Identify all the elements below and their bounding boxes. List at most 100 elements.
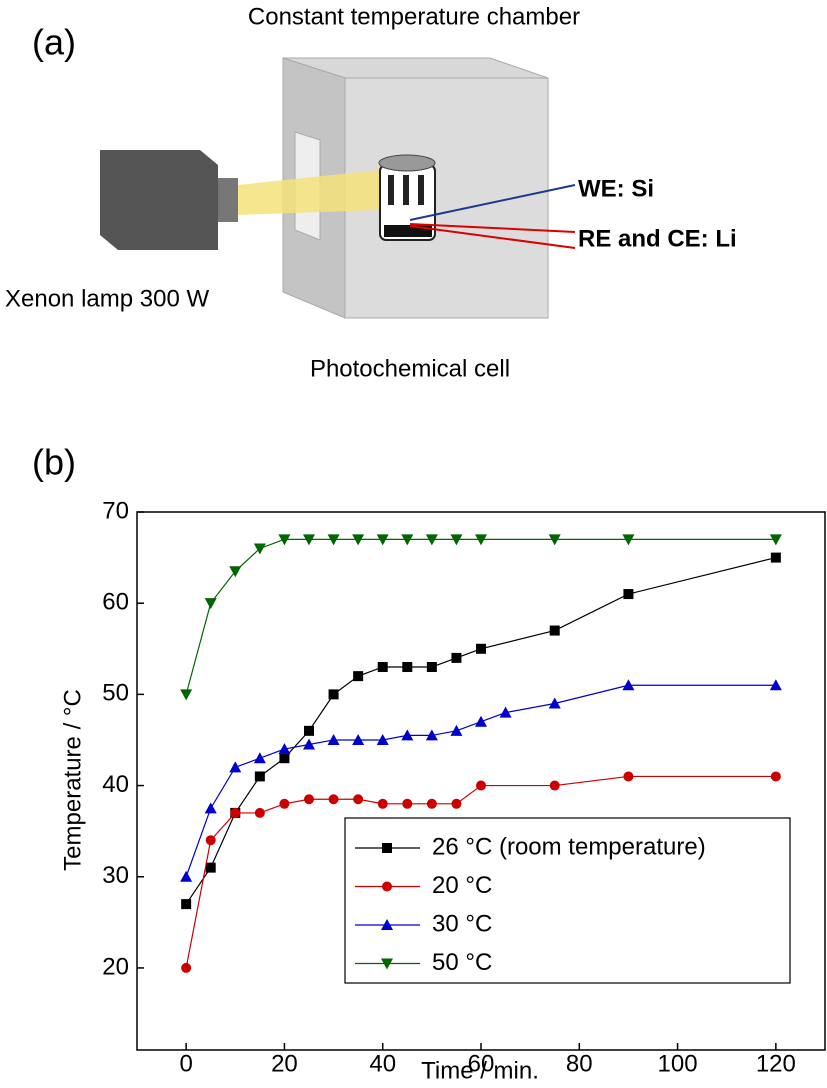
x-tick-label: 80	[566, 1050, 593, 1077]
marker	[205, 835, 216, 846]
marker	[279, 753, 290, 764]
marker	[401, 534, 414, 546]
series-line	[185, 538, 776, 695]
marker	[451, 798, 462, 809]
marker	[254, 807, 265, 818]
legend-label: 26 °C (room temperature)	[432, 833, 706, 860]
lamp-nozzle	[218, 178, 238, 222]
panel-label: (a)	[32, 22, 76, 63]
marker	[377, 662, 388, 673]
marker	[622, 534, 635, 546]
marker	[254, 771, 265, 782]
marker	[279, 798, 290, 809]
marker	[180, 689, 193, 701]
marker	[499, 706, 512, 718]
chamber-side	[344, 77, 549, 319]
y-tick-label: 50	[102, 680, 129, 707]
marker	[769, 679, 782, 691]
x-tick-label: 100	[658, 1050, 698, 1077]
legend-label: 30 °C	[432, 910, 492, 937]
x-tick-label: 0	[179, 1050, 192, 1077]
marker	[229, 761, 242, 773]
y-tick-label: 20	[102, 953, 129, 980]
marker	[230, 807, 241, 818]
marker	[353, 671, 364, 682]
marker	[180, 870, 193, 882]
marker	[476, 643, 486, 654]
marker	[304, 794, 314, 805]
chamber-label: Constant temperature chamber	[248, 3, 580, 30]
electrolyte	[384, 225, 432, 237]
marker	[253, 543, 266, 555]
diagram	[100, 57, 576, 319]
marker	[426, 662, 437, 673]
marker	[381, 958, 393, 970]
marker	[352, 534, 365, 546]
marker	[327, 534, 340, 546]
series-line	[185, 775, 776, 969]
marker	[352, 733, 365, 745]
cell-lid	[378, 154, 436, 172]
marker	[770, 771, 781, 782]
electrode	[403, 175, 409, 205]
marker	[204, 802, 217, 814]
legend-label: 50 °C	[432, 949, 492, 976]
marker	[377, 798, 388, 809]
legend-box	[344, 817, 791, 984]
marker	[353, 794, 364, 805]
panel-label: (b)	[32, 442, 76, 483]
marker	[549, 625, 560, 636]
y-tick-label: 60	[102, 589, 129, 616]
marker	[382, 843, 392, 853]
y-tick-label: 70	[102, 497, 129, 524]
legend-label: 20 °C	[432, 872, 492, 899]
x-axis-title: Time / min.	[421, 1057, 539, 1084]
marker	[623, 771, 634, 782]
marker	[382, 881, 392, 892]
marker	[205, 862, 216, 873]
marker	[229, 566, 242, 578]
marker	[328, 794, 339, 805]
marker	[548, 534, 561, 546]
marker	[623, 589, 634, 600]
marker	[622, 679, 635, 691]
re-lead	[409, 223, 576, 233]
marker	[401, 729, 414, 741]
marker	[451, 652, 462, 663]
electrode	[418, 175, 424, 205]
y-axis-title: Temperature / °C	[59, 689, 86, 871]
marker	[548, 697, 561, 709]
marker	[376, 534, 389, 546]
marker	[549, 780, 560, 791]
ce-lead	[409, 225, 576, 249]
marker	[475, 715, 487, 727]
marker	[327, 733, 340, 745]
x-tick-label: 60	[468, 1050, 495, 1077]
light-beam	[238, 170, 380, 215]
marker	[304, 725, 314, 736]
marker	[769, 534, 782, 546]
x-tick-label: 40	[369, 1050, 396, 1077]
electrode	[388, 175, 394, 205]
x-tick-label: 20	[271, 1050, 298, 1077]
marker	[181, 899, 192, 910]
re-ce-label: RE and CE: Li	[578, 225, 737, 252]
marker	[475, 534, 487, 546]
marker	[450, 534, 463, 546]
we-label: WE: Si	[578, 175, 654, 202]
marker	[402, 662, 413, 673]
marker	[425, 534, 438, 546]
marker	[381, 919, 393, 930]
marker	[450, 724, 463, 736]
marker	[328, 689, 339, 700]
lamp-label: Xenon lamp 300 W	[5, 285, 209, 312]
marker	[181, 962, 192, 973]
x-tick-label: 120	[756, 1050, 796, 1077]
marker	[278, 534, 291, 546]
marker	[426, 798, 437, 809]
marker	[253, 752, 266, 764]
marker	[770, 552, 781, 563]
we-lead	[409, 184, 576, 221]
